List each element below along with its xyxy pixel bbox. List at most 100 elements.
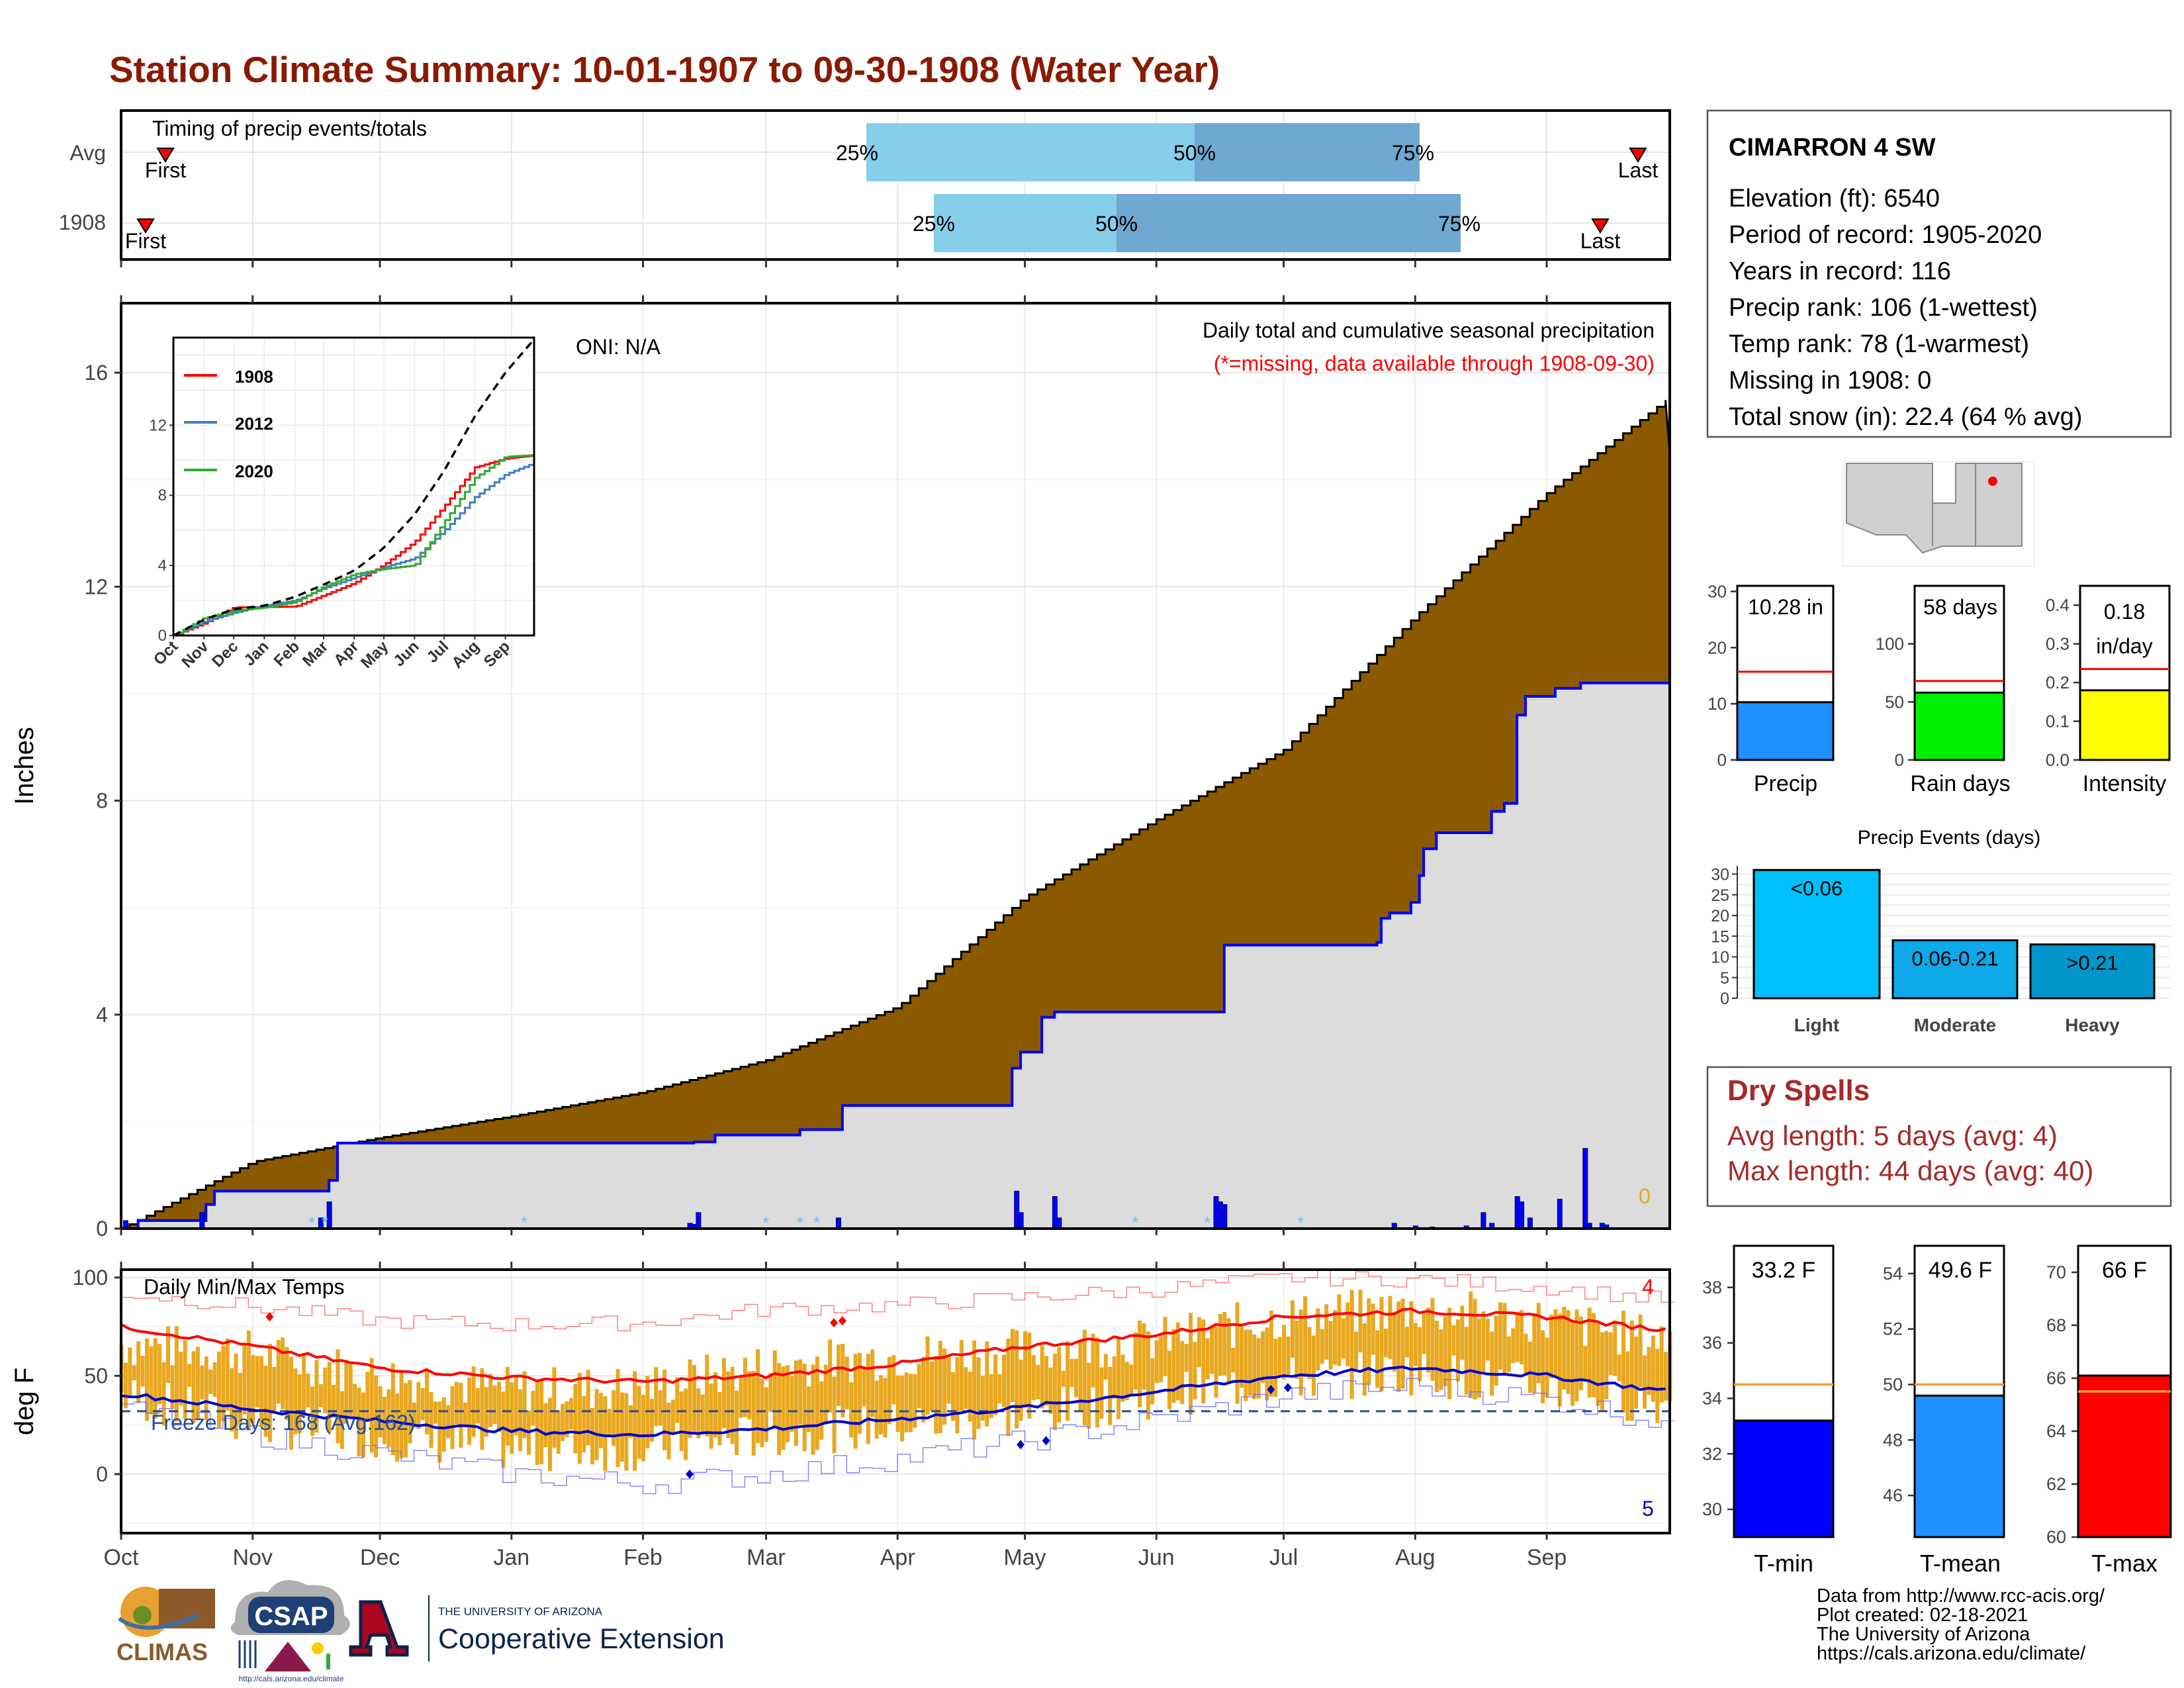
record-high-marker <box>838 1316 846 1326</box>
mini-y-tick-label: 0 <box>1717 750 1727 770</box>
mini-y-tick-label: 30 <box>1707 581 1727 601</box>
temp-day-bar <box>353 1383 357 1419</box>
temp-summary-bar <box>2077 1374 2172 1538</box>
temp-day-bar <box>1273 1338 1278 1397</box>
temp-summary-y-tick-label: 32 <box>1702 1444 1722 1464</box>
temp-day-bar <box>1375 1330 1380 1388</box>
temp-day-bar <box>1536 1303 1541 1383</box>
mini-axis-label: Intensity <box>2083 771 2167 796</box>
daily-precip-bar <box>1222 1204 1228 1229</box>
temp-y-ticks: 0 50 100 <box>73 1266 121 1486</box>
temp-day-bar <box>887 1356 891 1425</box>
temp-day-bar <box>1112 1356 1116 1399</box>
ua-big-text: Cooperative Extension <box>438 1623 725 1655</box>
temp-day-bar <box>730 1366 735 1444</box>
temp-day-bar <box>1252 1334 1257 1399</box>
temp-day-bar <box>1180 1340 1185 1405</box>
temp-day-bar <box>212 1362 217 1397</box>
temp-day-bar <box>1226 1318 1231 1382</box>
temp-day-bar <box>505 1366 510 1446</box>
temp-day-bar <box>1159 1335 1163 1382</box>
temp-day-bar <box>1023 1331 1028 1407</box>
year-last-marker <box>1591 218 1610 234</box>
inset-legend-2012: 2012 <box>235 414 273 434</box>
normal-precip-line <box>121 679 1671 1230</box>
csap-text: CSAP <box>254 1602 328 1631</box>
month-tick-label: Jul <box>1269 1545 1298 1570</box>
temp-day-bar <box>1235 1302 1240 1404</box>
mini-y-tick-label: 0.3 <box>2046 634 2070 654</box>
mini-value-label: 10.28 in <box>1748 595 1823 619</box>
precip-y-tick-label: 12 <box>84 575 108 598</box>
temp-day-bar <box>586 1370 590 1446</box>
temp-day-bar <box>1388 1295 1392 1360</box>
temp-day-bar <box>332 1385 336 1418</box>
oni-label: ONI: N/A <box>576 335 661 359</box>
temp-day-bar <box>641 1395 646 1462</box>
temp-day-bar <box>739 1376 743 1418</box>
temp-summary-axis-label: T-mean <box>1920 1550 2001 1577</box>
temp-day-bar <box>234 1353 238 1439</box>
csap-url: http://cals.arizona.edu/climate <box>239 1674 344 1683</box>
temp-summary-y-tick-label: 64 <box>2046 1421 2066 1441</box>
temp-day-bar <box>1604 1331 1609 1400</box>
temp-day-bar <box>412 1402 416 1428</box>
mini-y-tick-label: 50 <box>1885 692 1904 712</box>
temp-day-bar <box>1379 1297 1384 1391</box>
temp-day-bar <box>251 1355 255 1423</box>
record-high-marker <box>830 1318 839 1328</box>
temp-day-bar <box>619 1392 624 1462</box>
temp-day-bar <box>841 1344 845 1417</box>
temp-day-bar <box>497 1382 502 1432</box>
temp-day-bar <box>200 1365 205 1400</box>
temp-day-bar <box>1303 1296 1308 1378</box>
precip-x-ticks <box>120 295 1548 1235</box>
temp-day-bar <box>1078 1340 1083 1412</box>
temp-day-bar <box>361 1392 365 1458</box>
temp-day-bar <box>1091 1333 1095 1388</box>
temp-day-bar <box>1643 1355 1647 1409</box>
station-name: CIMARRON 4 SW <box>1729 134 1936 162</box>
temp-day-bar <box>997 1374 1002 1404</box>
temp-day-bar <box>692 1365 696 1433</box>
mini-y-tick-label: 0 <box>1895 750 1904 770</box>
temp-day-bar <box>883 1378 887 1438</box>
temp-day-bar <box>942 1348 947 1425</box>
mini-y-tick-label: 20 <box>1707 637 1727 657</box>
avg-min-line <box>120 1365 1666 1438</box>
temp-grid <box>120 1270 1670 1533</box>
daily-precip-bar <box>1582 1148 1588 1229</box>
temp-day-bar <box>323 1368 328 1413</box>
temp-day-bar <box>1418 1327 1422 1382</box>
station-line: Period of record: 1905-2020 <box>1729 221 2042 249</box>
events-bar-label: >0.21 <box>2066 951 2118 974</box>
temp-day-bar <box>1608 1332 1613 1375</box>
snow-marker: * <box>1297 1213 1304 1233</box>
temp-day-bar <box>1430 1297 1435 1382</box>
mini-y-tick-label: 0.4 <box>2046 595 2070 615</box>
avg-last-label: Last <box>1618 158 1659 182</box>
temp-day-bar <box>1422 1313 1426 1354</box>
temp-day-bar <box>1443 1316 1447 1387</box>
avg-p75-label: 75% <box>1392 141 1434 165</box>
temp-day-bar <box>1210 1327 1214 1374</box>
daily-precip-bar <box>696 1212 702 1229</box>
temp-day-bar <box>238 1372 243 1425</box>
temp-day-bar <box>853 1354 858 1449</box>
temp-x-ticks: Oct Nov Dec Jan Feb Mar Apr May Jun Jul Aug Sep <box>104 1262 1567 1570</box>
snow-marker: * <box>521 1213 527 1233</box>
temp-panel: 0 50 100 deg F Daily Min/Max Temps Freeze … <box>10 1266 1674 1534</box>
temp-day-bar <box>216 1351 221 1429</box>
temp-day-bar <box>297 1374 302 1433</box>
temp-day-bar <box>1574 1309 1579 1401</box>
temp-day-bar <box>1087 1362 1091 1429</box>
inset-legend-2020: 2020 <box>235 461 273 481</box>
temp-day-bar <box>1027 1333 1032 1419</box>
record-high-marker <box>265 1312 274 1322</box>
temp-day-bar <box>463 1402 467 1426</box>
temp-day-bar <box>1494 1315 1498 1386</box>
temp-day-bar <box>777 1363 782 1455</box>
temp-day-bar <box>684 1388 688 1460</box>
inset-y-tick-label: 8 <box>158 487 167 504</box>
temp-day-bar <box>679 1391 684 1452</box>
